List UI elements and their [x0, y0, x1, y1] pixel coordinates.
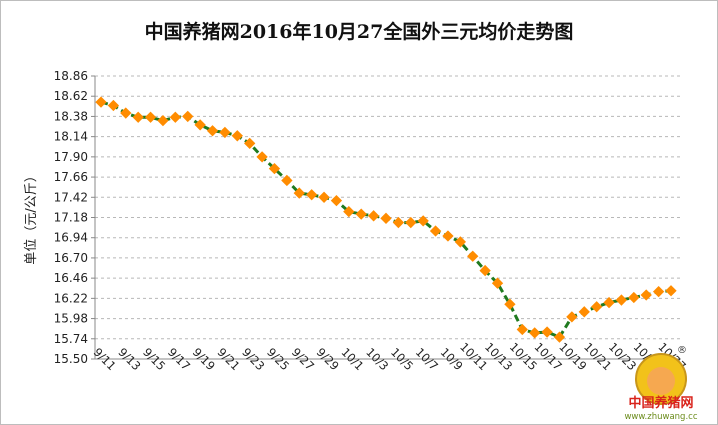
x-tick-label: 9/25	[264, 345, 292, 373]
data-point	[293, 187, 305, 199]
y-tick-label: 17.42	[54, 190, 88, 204]
y-tick-label: 16.70	[54, 251, 88, 265]
y-tick-label: 18.38	[54, 109, 88, 123]
x-tick-label: 9/19	[190, 345, 218, 373]
data-point	[405, 216, 417, 229]
data-point	[628, 291, 640, 304]
logo-url-text: www.zhuwang.cc	[624, 412, 697, 422]
y-tick-label: 16.22	[54, 291, 88, 305]
data-point	[541, 326, 553, 338]
data-point	[590, 301, 603, 313]
data-point	[95, 96, 107, 108]
data-point	[454, 236, 467, 248]
data-point	[504, 298, 516, 310]
data-point	[442, 230, 454, 242]
data-point	[467, 250, 479, 262]
y-tick-label: 15.98	[54, 312, 88, 326]
x-tick-label: 10/1	[338, 345, 366, 373]
data-point	[479, 264, 491, 277]
data-point	[107, 99, 120, 112]
data-point	[553, 331, 566, 343]
y-tick-label: 15.50	[54, 352, 88, 366]
y-tick-label: 17.18	[54, 211, 88, 225]
y-tick-label: 18.86	[54, 69, 88, 83]
data-point	[144, 111, 157, 123]
x-tick-label: 10/5	[388, 345, 416, 373]
data-point	[281, 174, 293, 187]
x-tick-label: 9/23	[239, 345, 267, 373]
data-point	[132, 111, 144, 123]
data-point	[182, 110, 194, 123]
data-point	[120, 107, 132, 119]
data-point	[578, 306, 590, 318]
data-point	[157, 114, 169, 127]
x-tick-label: 9/21	[215, 345, 243, 373]
registered-mark: ®	[677, 345, 687, 356]
data-point	[392, 216, 405, 229]
y-tick-label: 18.62	[54, 89, 88, 103]
x-tick-label: 9/27	[289, 345, 317, 373]
y-tick-label: 16.94	[54, 231, 88, 245]
y-tick-label: 17.66	[54, 170, 88, 184]
data-point	[318, 191, 330, 203]
x-tick-labels: 9/119/139/159/179/199/219/239/259/279/29…	[91, 340, 689, 373]
y-tick-label: 15.74	[54, 332, 88, 346]
data-point	[268, 162, 281, 175]
data-point	[665, 285, 677, 297]
data-point	[330, 194, 343, 207]
data-point	[256, 151, 268, 163]
data-point	[529, 327, 541, 339]
y-tick-label: 18.14	[54, 130, 88, 144]
y-tick-label: 16.46	[54, 271, 88, 285]
data-point	[516, 323, 528, 336]
data-point	[355, 208, 367, 220]
data-point	[615, 294, 628, 306]
x-tick-label: 9/13	[115, 345, 143, 373]
data-point	[603, 296, 615, 309]
data-point	[244, 137, 256, 150]
data-point	[206, 125, 219, 137]
data-point	[305, 189, 318, 201]
y-tick-labels: 18.86 18.62 18.38 18.14 17.90 17.66 17.42 17.18…	[54, 69, 88, 366]
chart-title: 中国养猪网2016年10月27全国外三元均价走势图	[144, 21, 574, 43]
x-tick-label: 9/17	[165, 345, 193, 373]
x-tick-label: 9/15	[140, 345, 168, 373]
x-tick-label: 10/3	[363, 345, 391, 373]
data-point	[652, 285, 665, 298]
data-point	[343, 205, 355, 218]
zhuwang-logo: ® 中国养猪网 www.zhuwang.cc	[624, 345, 697, 422]
data-point	[429, 225, 442, 237]
logo-brand-text: 中国养猪网	[628, 395, 693, 411]
data-point	[367, 210, 380, 222]
data-point	[491, 277, 504, 289]
pig-face-icon	[647, 367, 675, 395]
axes	[94, 76, 681, 360]
x-tick-label: 10/7	[413, 345, 441, 373]
data-point	[169, 111, 182, 123]
series-layer	[95, 96, 677, 343]
data-point	[417, 215, 429, 227]
data-point	[640, 289, 652, 301]
data-point	[380, 212, 392, 224]
data-point	[566, 311, 578, 323]
x-tick-label: 9/29	[314, 345, 342, 373]
y-tick-label: 17.90	[54, 150, 88, 164]
data-point	[231, 130, 243, 142]
y-axis-label: 单位（元/公斤）	[24, 169, 39, 264]
